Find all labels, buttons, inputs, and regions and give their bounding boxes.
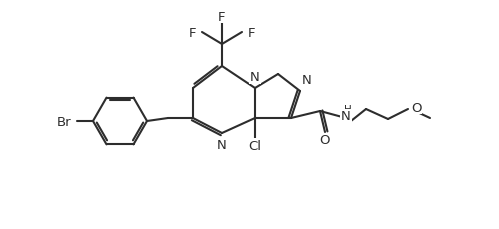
- Text: F: F: [248, 26, 255, 39]
- Text: Cl: Cl: [249, 139, 261, 152]
- Text: N: N: [250, 71, 260, 84]
- Text: N: N: [302, 74, 312, 87]
- Text: N: N: [217, 138, 227, 151]
- Text: F: F: [189, 26, 196, 39]
- Text: O: O: [320, 134, 330, 147]
- Text: N: N: [341, 110, 351, 123]
- Text: H: H: [344, 105, 352, 114]
- Text: O: O: [411, 101, 422, 114]
- Text: F: F: [218, 11, 226, 23]
- Text: Br: Br: [56, 115, 71, 128]
